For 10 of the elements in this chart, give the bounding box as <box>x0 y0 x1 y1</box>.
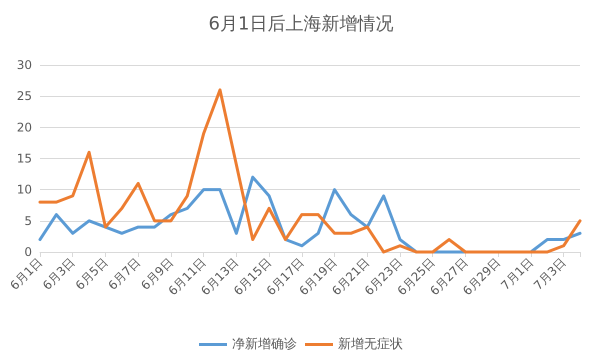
y-tick-label: 20 <box>16 120 32 134</box>
y-tick-label: 15 <box>16 152 32 166</box>
chart-title: 6月1日后上海新增情况 <box>208 14 394 34</box>
legend-label: 新增无症状 <box>338 337 403 352</box>
y-tick-label: 5 <box>24 214 32 228</box>
y-tick-label: 30 <box>16 58 32 72</box>
legend-label: 净新增确诊 <box>232 337 297 352</box>
y-tick-label: 25 <box>16 89 32 104</box>
line-series <box>38 88 582 254</box>
y-tick-label: 10 <box>16 182 32 197</box>
